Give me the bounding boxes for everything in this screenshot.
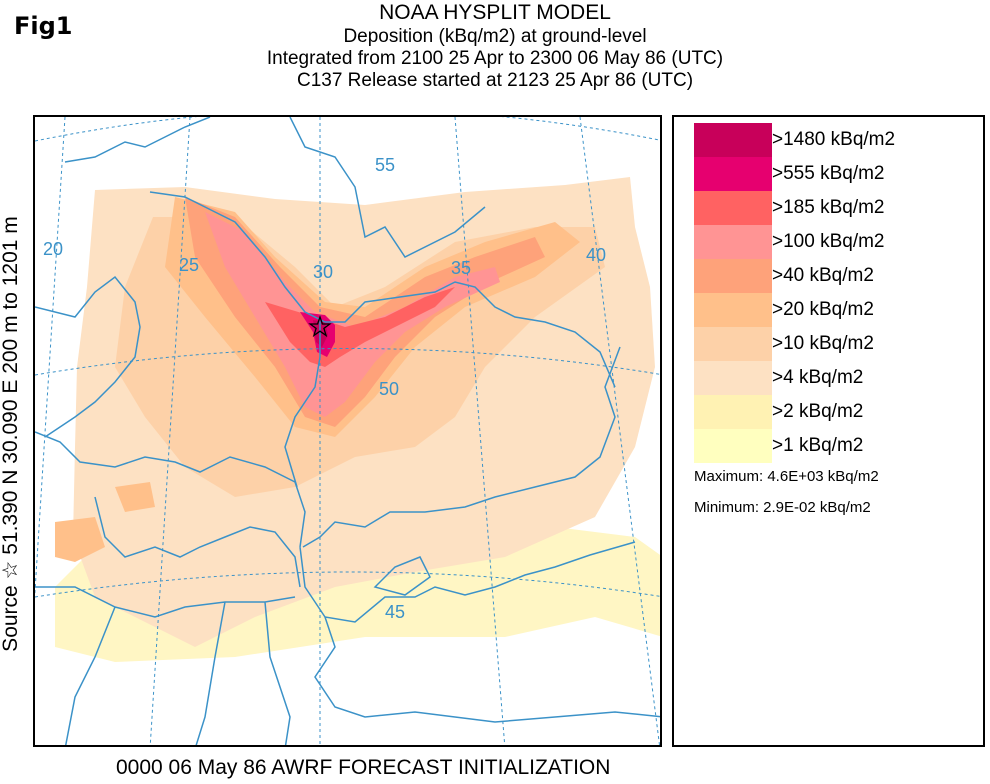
legend-swatch <box>694 259 772 293</box>
legend-label: >1480 kBq/m2 <box>772 129 896 150</box>
title-line-2: Deposition (kBq/m2) at ground-level <box>343 26 647 47</box>
star-icon <box>308 314 332 338</box>
deposition-20-patch-west <box>55 517 105 562</box>
legend-label: >555 kBq/m2 <box>772 163 885 184</box>
legend-swatch <box>694 157 772 191</box>
latitude-label-45: 45 <box>385 602 406 622</box>
legend-label: >4 kBq/m2 <box>772 367 864 388</box>
legend-swatch <box>694 225 772 259</box>
legend-item: >4 kBq/m2 <box>694 361 863 395</box>
deposition-185-layer <box>265 287 455 367</box>
legend-item: >100 kBq/m2 <box>694 225 885 259</box>
legend-label: >40 kBq/m2 <box>772 265 874 286</box>
latitude-label-55: 55 <box>375 155 396 175</box>
source-location-label: Source ☆ 51.390 N 30.090 E 200 m to 1201… <box>0 216 22 652</box>
legend-item: >10 kBq/m2 <box>694 327 874 361</box>
legend-swatch <box>694 191 772 225</box>
legend-swatch <box>694 361 772 395</box>
longitude-line-20 <box>35 117 66 599</box>
legend-label: >10 kBq/m2 <box>772 333 874 354</box>
title-line-3: Integrated from 2100 25 Apr to 2300 06 M… <box>266 48 724 69</box>
legend-maximum: Maximum: 4.6E+03 kBq/m2 <box>694 468 879 485</box>
title-line-1: NOAA HYSPLIT MODEL <box>379 1 611 24</box>
map-canvas <box>35 117 660 745</box>
title-line-4: C137 Release started at 2123 25 Apr 86 (… <box>296 70 694 91</box>
deposition-20-patch-mid <box>115 482 155 512</box>
country-borders <box>35 117 660 745</box>
deposition-100-layer <box>205 212 500 417</box>
legend-item: >1 kBq/m2 <box>694 429 863 463</box>
longitude-label-20: 20 <box>43 239 64 259</box>
deposition-map: 55 50 45 20 25 30 35 40 <box>33 115 662 747</box>
legend-swatch <box>694 327 772 361</box>
title-block: NOAA HYSPLIT MODEL Deposition (kBq/m2) a… <box>200 0 790 92</box>
legend-swatch <box>694 293 772 327</box>
legend-label: >100 kBq/m2 <box>772 231 885 252</box>
legend-swatch <box>694 123 772 157</box>
legend-item: >1480 kBq/m2 <box>694 123 895 157</box>
longitude-label-40: 40 <box>586 245 607 265</box>
legend-swatch <box>694 429 772 463</box>
longitude-line-35 <box>454 117 506 745</box>
longitude-label-30: 30 <box>313 262 334 282</box>
latitude-label-50: 50 <box>379 379 400 399</box>
legend-swatch <box>694 395 772 429</box>
latitude-line-45 <box>35 571 660 598</box>
legend-label: >185 kBq/m2 <box>772 197 885 218</box>
legend-item: >185 kBq/m2 <box>694 191 885 225</box>
longitude-label-25: 25 <box>179 255 200 275</box>
legend-minimum: Minimum: 2.9E-02 kBq/m2 <box>694 499 871 516</box>
legend-label: >20 kBq/m2 <box>772 299 874 320</box>
forecast-initialization-footer: 0000 06 May 86 AWRF FORECAST INITIALIZAT… <box>116 756 611 779</box>
figure-label: Fig1 <box>14 12 73 40</box>
legend-label: >1 kBq/m2 <box>772 435 864 456</box>
longitude-label-35: 35 <box>451 258 472 278</box>
latitude-line-50 <box>35 348 660 376</box>
longitude-line-40 <box>579 117 660 745</box>
legend-label: >2 kBq/m2 <box>772 401 864 422</box>
legend-item: >20 kBq/m2 <box>694 293 874 327</box>
legend-item: >2 kBq/m2 <box>694 395 863 429</box>
legend-item: >555 kBq/m2 <box>694 157 885 191</box>
legend-item: >40 kBq/m2 <box>694 259 874 293</box>
legend-panel: >1480 kBq/m2 >555 kBq/m2 >185 kBq/m2 >10… <box>672 115 985 747</box>
latitude-line-55 <box>35 117 660 142</box>
